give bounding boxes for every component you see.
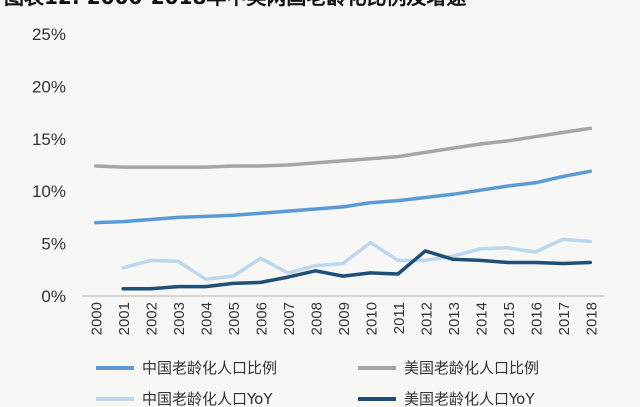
x-tick-label: 2012 — [418, 302, 435, 335]
legend-label: 美国老龄化人口比例 — [404, 359, 539, 377]
chart-axes: 0% 5% 10% 15% 20% 25% 2000 2001 2002 2003 2004 2005… — [32, 25, 604, 335]
y-tick-label: 10% — [32, 182, 66, 201]
x-tick-label: 2009 — [336, 302, 353, 335]
series-line-4 — [121, 249, 593, 291]
series-layer — [93, 126, 593, 291]
x-tick-label: 2013 — [446, 302, 463, 335]
y-tick-label: 5% — [41, 235, 66, 254]
x-tick-label: 2018 — [583, 302, 600, 335]
series-line-1 — [93, 169, 593, 225]
x-tick-label: 2014 — [473, 302, 490, 335]
series-line-2 — [93, 126, 593, 169]
x-tick-label: 2005 — [226, 302, 243, 335]
x-tick-label: 2001 — [116, 302, 133, 335]
y-tick-label: 15% — [32, 130, 66, 149]
x-tick-label: 2003 — [171, 302, 188, 335]
legend-label: 美国老龄化人口YoY — [404, 390, 535, 407]
x-tick-label: 2017 — [556, 302, 573, 335]
legend-label: 中国老龄化人口比例 — [142, 359, 277, 377]
x-tick-label: 2007 — [281, 302, 298, 335]
x-tick-label: 2011 — [391, 302, 408, 334]
x-tick-label: 2004 — [199, 302, 216, 335]
y-tick-label: 25% — [32, 25, 66, 44]
y-tick-label: 0% — [41, 287, 66, 306]
x-tick-label: 2006 — [254, 302, 271, 335]
x-tick-label: 2000 — [89, 302, 106, 335]
x-tick-label: 2008 — [309, 302, 326, 335]
legend-label: 中国老龄化人口YoY — [142, 390, 273, 407]
chart-title: 图表12: 2000-2018年中美两国老龄化比例及增速 — [4, 0, 466, 9]
y-tick-label: 20% — [32, 77, 66, 96]
x-tick-label: 2016 — [528, 302, 545, 335]
series-line-3 — [121, 237, 593, 281]
x-tick-label: 2002 — [144, 302, 161, 335]
x-tick-label: 2015 — [501, 302, 518, 335]
x-tick-label: 2010 — [363, 302, 380, 335]
